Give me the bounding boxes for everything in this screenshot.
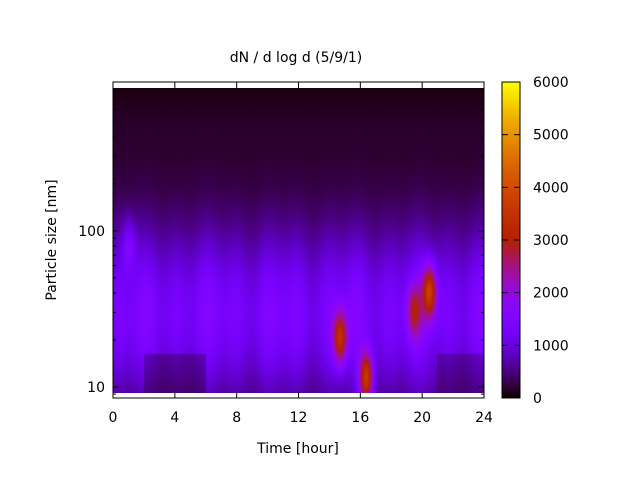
heatmap-image: [113, 88, 484, 393]
colorbar-tick-label: 2000: [533, 286, 569, 302]
x-tick-label: 12: [290, 410, 308, 426]
x-axis: 0 4 8 12 16 20 24: [109, 82, 493, 426]
colorbar-gradient: [502, 82, 520, 398]
x-tick-label: 20: [413, 410, 431, 426]
x-tick-label: 4: [170, 410, 179, 426]
colorbar-tick-label: 3000: [533, 233, 569, 249]
colorbar-tick-label: 1000: [533, 338, 569, 354]
y-tick-label: 10: [87, 380, 105, 396]
colorbar-tick-label: 5000: [533, 128, 569, 144]
heatmap-plot: [113, 88, 484, 393]
y-tick-label: 100: [78, 224, 105, 240]
x-tick-label: 16: [351, 410, 369, 426]
chart-title: dN / d log d (5/9/1): [230, 50, 363, 66]
colorbar-tick-label: 6000: [533, 75, 569, 91]
y-axis: 10 100: [78, 81, 484, 396]
colorbar-tick-label: 4000: [533, 180, 569, 196]
y-axis-label: Particle size [nm]: [44, 179, 60, 300]
colorbar: 0 1000 2000 3000 4000 5000 6000: [501, 75, 569, 407]
x-tick-label: 8: [232, 410, 241, 426]
colorbar-tick-label: 0: [533, 391, 542, 407]
x-tick-label: 24: [475, 410, 493, 426]
x-tick-label: 0: [109, 410, 118, 426]
x-axis-label: Time [hour]: [256, 441, 339, 457]
colorbar-ticks: 0 1000 2000 3000 4000 5000 6000: [502, 75, 569, 407]
